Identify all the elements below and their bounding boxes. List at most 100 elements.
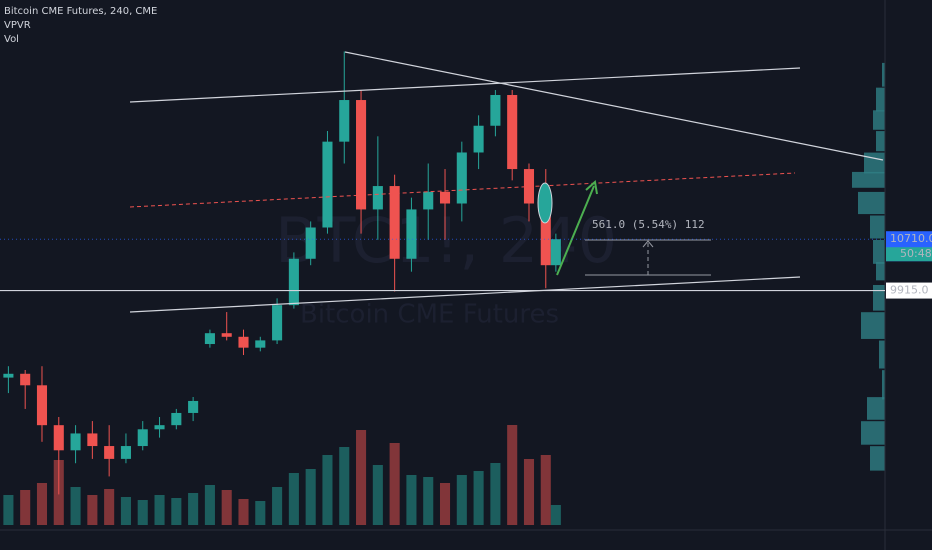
candle-body	[439, 191, 451, 204]
candle-body	[490, 95, 501, 126]
volume-bar	[406, 475, 417, 525]
volume-bar	[423, 477, 434, 525]
candle-body	[372, 186, 383, 210]
trendline	[129, 67, 801, 103]
horizontal-line-box	[886, 282, 932, 299]
marks	[3, 51, 885, 525]
candle-body	[305, 227, 316, 259]
candle-body	[137, 429, 148, 447]
trendline	[344, 51, 884, 161]
candle-body	[550, 239, 561, 266]
candle-body	[540, 203, 551, 266]
volume-bar	[540, 455, 551, 525]
candle-body	[87, 433, 98, 447]
candle-body	[322, 141, 333, 228]
volume-bar	[339, 447, 350, 525]
candle-body	[288, 258, 299, 306]
candle-body	[3, 373, 14, 378]
volume-bar	[456, 475, 467, 525]
trendline	[129, 276, 801, 313]
volume-profile-bar	[873, 239, 885, 264]
volume-bar	[20, 490, 31, 525]
ellipse	[537, 182, 553, 224]
candle-body	[171, 412, 182, 426]
volume-profile-bar	[858, 191, 885, 215]
volume-bar	[473, 471, 484, 525]
horizontal-line-label: 9915.0	[890, 284, 929, 297]
volume-bar	[154, 495, 165, 525]
volume-bar	[104, 489, 115, 525]
legend-title: Bitcoin CME Futures, 240, CME	[4, 6, 157, 17]
overlay: 9915.0 10710.0 50:48	[0, 231, 932, 299]
volume-profile-bar	[870, 215, 885, 239]
candle-body	[154, 425, 165, 430]
volume-profile-bar	[861, 312, 885, 339]
candle-body	[104, 446, 115, 459]
candle-body	[204, 333, 215, 345]
countdown-box	[886, 247, 932, 262]
volume-bar	[507, 425, 518, 525]
legend-indicator: VPVR	[4, 20, 31, 31]
candle-body	[339, 100, 350, 142]
candle-body	[356, 100, 367, 210]
volume-profile-bar	[861, 421, 885, 445]
volume-bar	[372, 465, 383, 525]
volume-bar	[356, 430, 367, 525]
legend-indicator: Vol	[4, 34, 19, 45]
volume-bar	[3, 495, 14, 525]
candle-body	[406, 209, 417, 259]
volume-profile-bar	[873, 285, 885, 311]
candle-body	[473, 125, 484, 153]
volume-profile-bar	[882, 370, 885, 400]
countdown-label: 50:48	[900, 247, 932, 260]
volume-profile-bar	[870, 446, 885, 471]
measure-arrow-head	[642, 240, 654, 248]
volume-bar	[550, 505, 561, 525]
volume-bar	[87, 495, 98, 525]
volume-bar	[255, 501, 266, 525]
volume-bar	[238, 499, 249, 525]
candle-body	[188, 400, 199, 413]
volume-bar	[389, 443, 400, 525]
volume-profile-bar	[867, 397, 885, 420]
candle-body	[507, 95, 518, 170]
candle-body	[221, 333, 232, 337]
volume-bar	[221, 490, 232, 525]
candle-body	[389, 186, 400, 259]
volume-profile-bar	[876, 131, 885, 152]
volume-bar	[204, 485, 215, 525]
candle-body	[456, 152, 467, 204]
volume-bar	[322, 455, 333, 525]
volume-bar	[171, 498, 182, 525]
volume-bar	[70, 487, 81, 525]
candle-body	[272, 305, 283, 341]
volume-bar	[36, 483, 48, 525]
last-price-label: 10710.0	[890, 232, 932, 245]
volume-bar	[137, 500, 148, 525]
measure-label: 561.0 (5.54%) 112	[592, 218, 705, 231]
candle-body	[36, 385, 48, 426]
candle-body	[70, 433, 81, 451]
volume-profile-bar	[876, 262, 885, 281]
candle-body	[423, 191, 434, 210]
candle-body	[20, 373, 31, 386]
volume-profile-bar	[882, 62, 885, 87]
volume-profile-bar	[879, 340, 885, 369]
volume-profile-bar	[852, 171, 885, 188]
dashed-trendline	[129, 172, 796, 208]
candle-body	[238, 336, 249, 348]
volume-bar	[523, 459, 535, 525]
volume-bar	[288, 473, 299, 525]
volume-bar	[120, 497, 131, 525]
volume-bar	[490, 463, 501, 525]
volume-bar	[305, 469, 316, 525]
arrow	[556, 185, 595, 276]
volume-bar	[272, 487, 283, 525]
drawings	[129, 51, 884, 313]
volume-profile-bar	[873, 110, 885, 130]
volume-bar	[188, 493, 199, 525]
candle-body	[255, 340, 266, 348]
watermark-description: Bitcoin CME Futures	[300, 300, 559, 330]
